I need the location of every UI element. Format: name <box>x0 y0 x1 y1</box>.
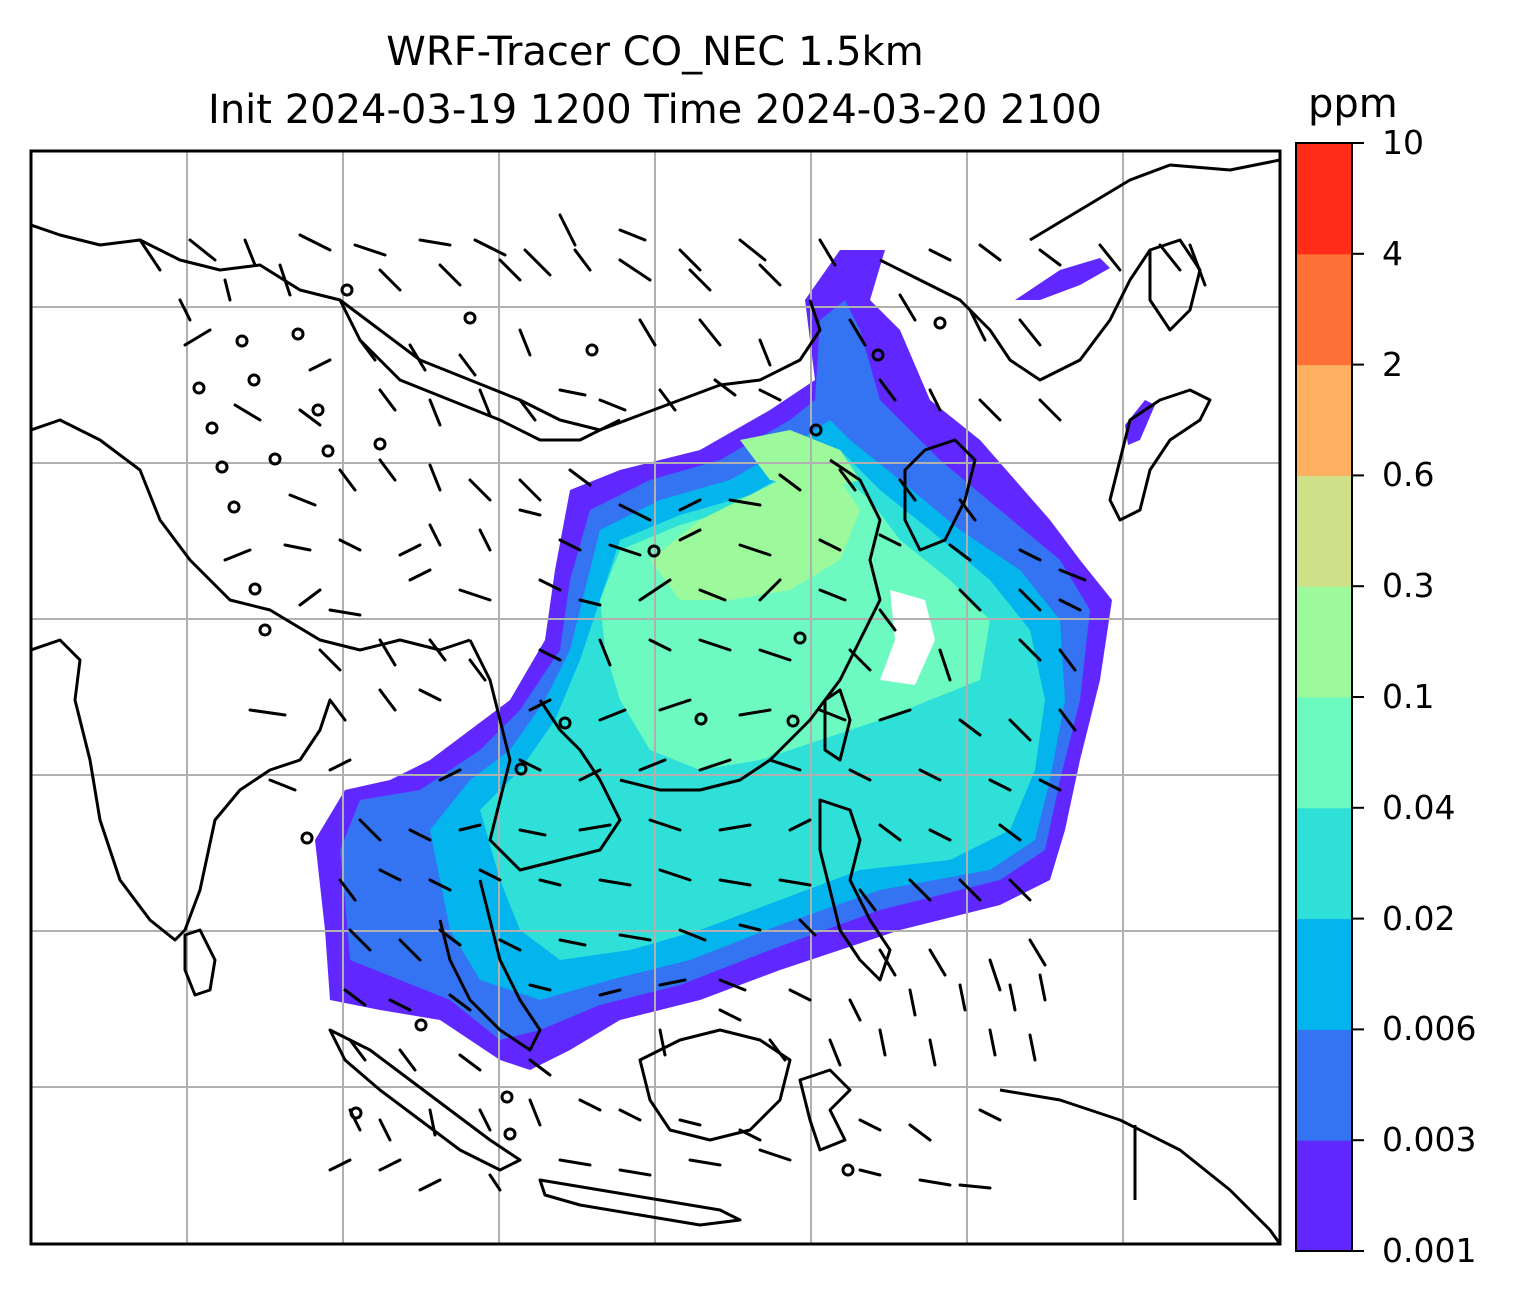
colorbar-tick-label: 0.001 <box>1382 1231 1477 1270</box>
manchuria-coast <box>879 249 1152 382</box>
colorbar-swatch <box>1296 364 1352 476</box>
colorbar-swatch <box>1296 918 1352 1030</box>
sri-lanka <box>183 928 217 997</box>
colorbar-tick-label: 4 <box>1382 233 1403 273</box>
colorbar-swatch <box>1296 807 1352 920</box>
colorbar-swatch <box>1296 697 1352 809</box>
new-guinea <box>999 1088 1280 1244</box>
colorbar-swatch <box>1296 1029 1352 1141</box>
sulawesi <box>798 1068 852 1152</box>
plume-gap <box>880 590 935 685</box>
china-east-coast <box>619 458 882 792</box>
colorbar-swatch <box>1296 253 1352 366</box>
map-title-line1: WRF-Tracer CO_NEC 1.5km <box>386 29 924 75</box>
india-coastline <box>31 638 332 942</box>
plume-layer-0.1 <box>650 470 860 600</box>
colorbar-tick-label: 0.1 <box>1382 677 1435 716</box>
coastlines-and-borders <box>31 158 1280 1244</box>
himalaya-border <box>31 418 471 652</box>
colorbar-tick-label: 0.3 <box>1382 566 1435 606</box>
colorbar-tick-label: 0.006 <box>1382 1009 1477 1049</box>
colorbar-swatches <box>1296 143 1352 1252</box>
russia-pacific-coast <box>1029 158 1280 242</box>
japan-honshu <box>1108 388 1212 522</box>
wind-barbs <box>138 213 1207 1192</box>
colorbar-unit-label: ppm <box>1308 81 1398 127</box>
colorbar-swatch <box>1296 475 1352 587</box>
map-gridlines <box>31 151 1280 1244</box>
philippines <box>818 798 892 982</box>
colorbar-tick-label: 10 <box>1382 123 1424 162</box>
malay-peninsula <box>438 879 542 1052</box>
colorbar-tickmarks <box>1352 142 1364 1252</box>
colorbar-swatch <box>1296 586 1352 698</box>
java <box>538 1178 742 1227</box>
colorbar-swatch <box>1296 143 1352 255</box>
sumatra <box>328 1028 522 1172</box>
colorbar-tick-label: 0.02 <box>1382 898 1456 938</box>
borneo <box>638 1028 792 1142</box>
plume-japan-strip <box>1125 400 1155 445</box>
mongolia-border <box>338 299 621 442</box>
colorbar-tick-label: 2 <box>1382 344 1403 384</box>
plume-layer-0.1b <box>740 430 860 490</box>
colorbar-tick-label: 0.6 <box>1382 455 1435 495</box>
japan-hokkaido <box>1148 238 1202 332</box>
colorbar-tick-label: 0.04 <box>1382 787 1456 827</box>
colorbar-tick-label: 0.003 <box>1382 1120 1477 1160</box>
plume-northeast-filament <box>1015 258 1110 300</box>
taiwan <box>823 688 852 762</box>
korea-peninsula <box>903 438 977 552</box>
map-title-line2: Init 2024-03-19 1200 Time 2024-03-20 210… <box>208 87 1102 133</box>
map-frame <box>29 149 1282 1246</box>
calm-wind-markers <box>192 283 947 1177</box>
indochina-coast <box>468 639 622 872</box>
china-north-border <box>31 223 822 432</box>
colorbar-swatch <box>1296 1140 1352 1252</box>
